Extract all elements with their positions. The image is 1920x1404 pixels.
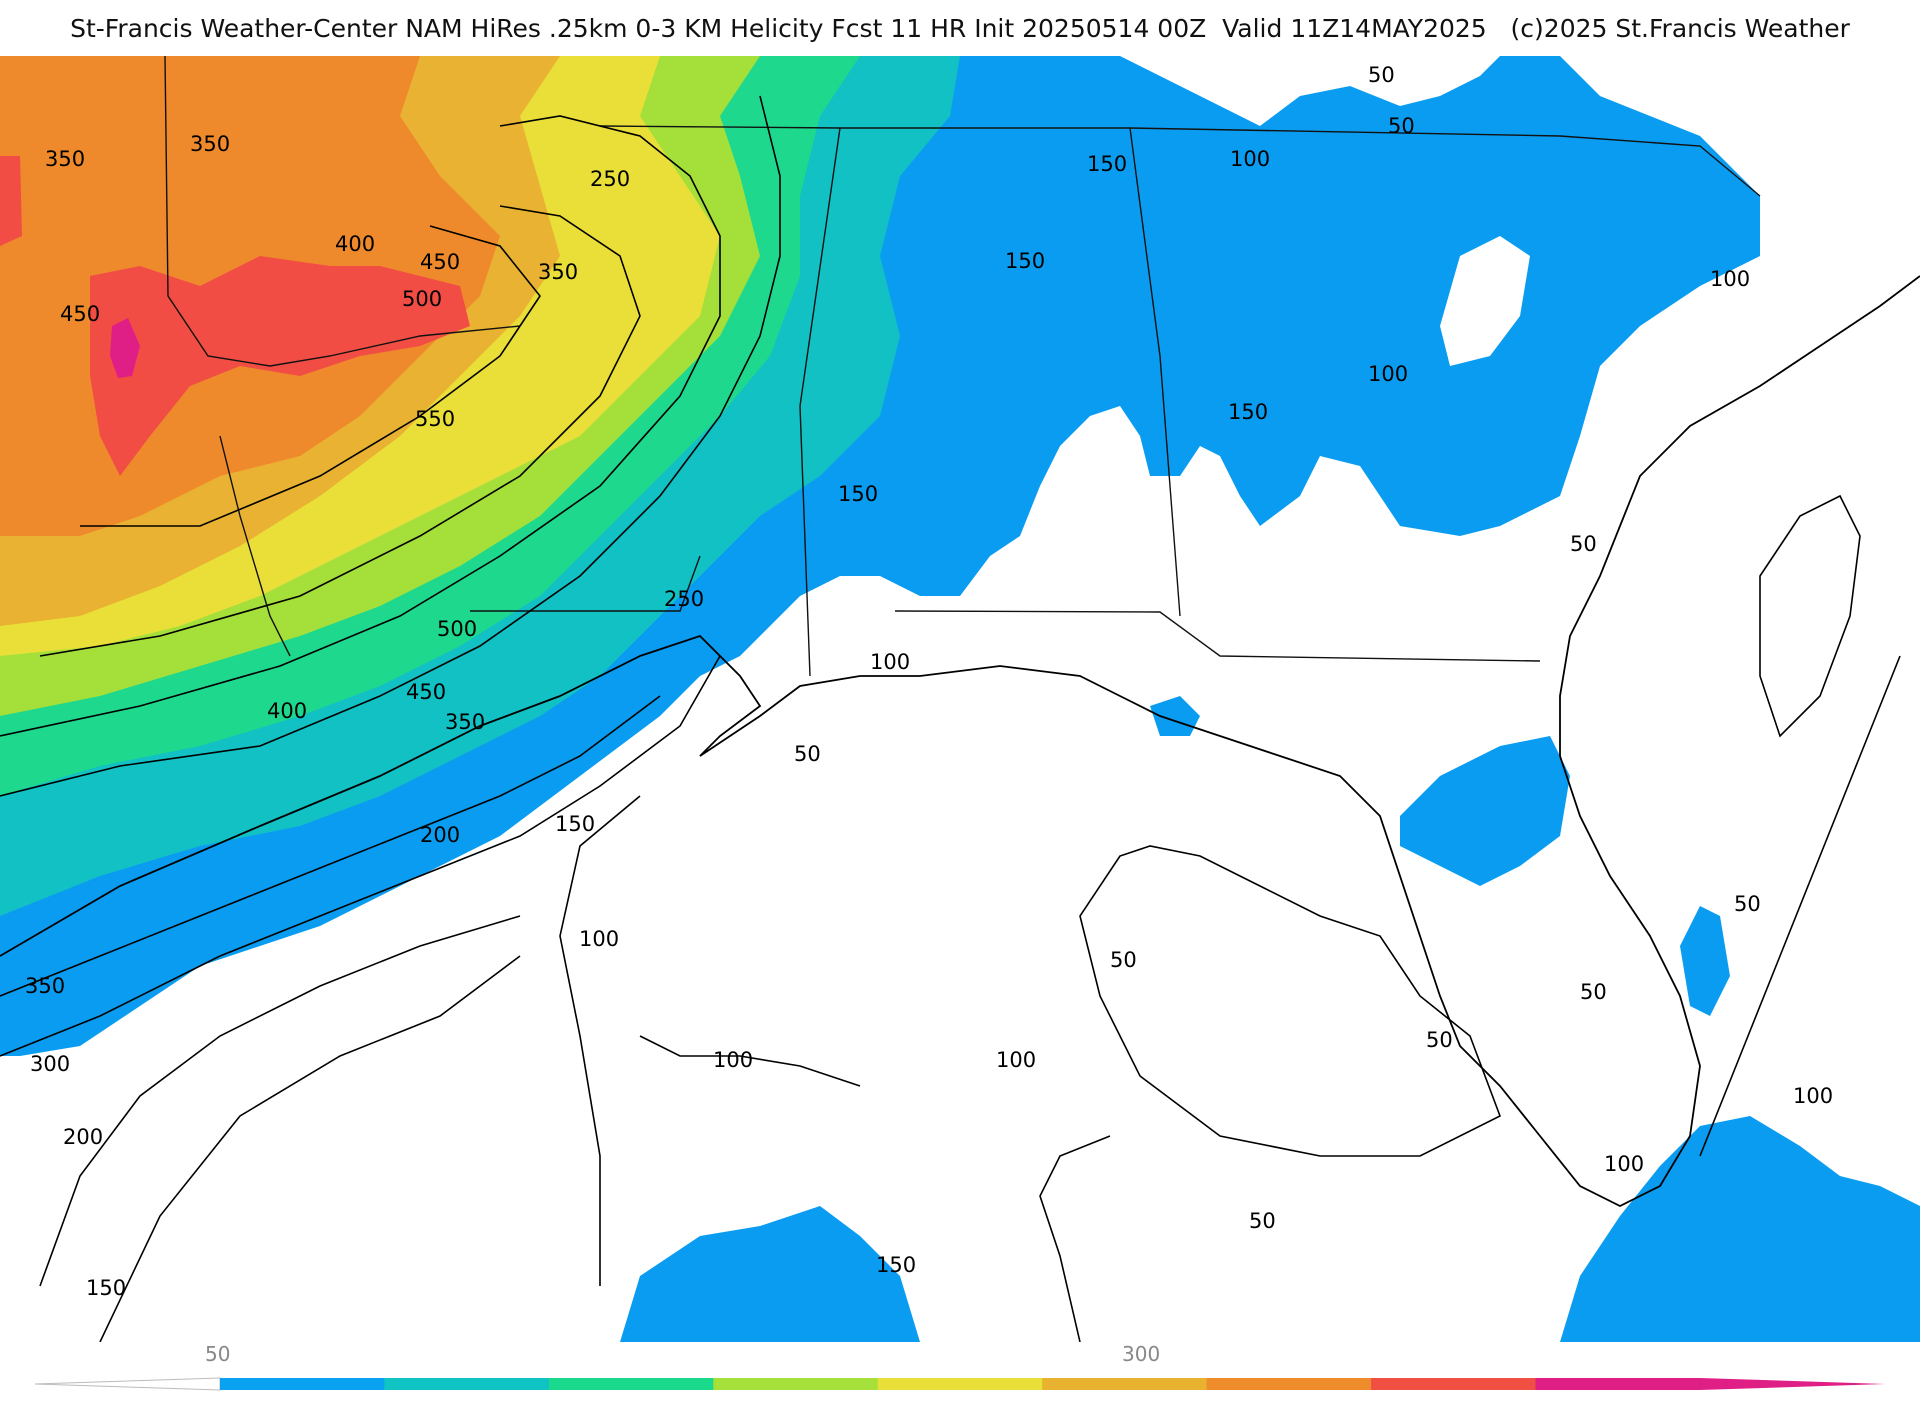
contour-label: 450 [406, 680, 446, 704]
shade-blue-atl [1680, 906, 1730, 1016]
contour-label: 350 [45, 147, 85, 171]
shade-blue-gulf [620, 1206, 920, 1342]
shade-red-west [0, 156, 22, 246]
shade-magenta [110, 318, 140, 378]
helicity-contours [0, 95, 1901, 1342]
contour-label: 150 [1005, 249, 1045, 273]
gulf-coast [0, 275, 1920, 1208]
colorbar-svg: 50 300 [34, 1342, 1885, 1391]
contour-label: 50 [1426, 1028, 1453, 1052]
contour-1 [0, 655, 721, 1057]
contour-label: 50 [1110, 948, 1137, 972]
contour-label: 150 [876, 1253, 916, 1277]
contour-label: 550 [415, 407, 455, 431]
map-title: St-Francis Weather-Center NAM HiRes .25k… [70, 13, 1850, 43]
map-canvas: 350 350 450 400 450 500 250 350 550 500 … [0, 56, 1920, 1342]
contour-label: 350 [538, 260, 578, 284]
contour-label: 400 [335, 232, 375, 256]
contour-label: 500 [402, 287, 442, 311]
contour-label: 50 [794, 742, 821, 766]
contour-2 [0, 695, 661, 997]
colorbar-segment [1371, 1378, 1537, 1390]
contour-label: 100 [713, 1048, 753, 1072]
colorbar-segment [713, 1378, 879, 1390]
contour-label: 50 [1388, 114, 1415, 138]
colorbar-segment [1206, 1378, 1372, 1390]
contour-label: 150 [555, 812, 595, 836]
contour-label: 100 [1793, 1084, 1833, 1108]
contour-label: 150 [838, 482, 878, 506]
contour-label: 300 [30, 1052, 70, 1076]
colorbar-segment [877, 1378, 1043, 1390]
contour-4 [99, 955, 521, 1342]
colorbar-segment [384, 1378, 550, 1390]
border-ms-al [799, 127, 841, 677]
coastline [0, 275, 1920, 1208]
border-ok-tx [164, 56, 521, 367]
colorbar-segment [1535, 1378, 1701, 1390]
contour-8 [80, 225, 541, 527]
contour-label: 450 [420, 250, 460, 274]
colorbar-tick-label: 50 [205, 1342, 230, 1366]
contour-label: 150 [1087, 152, 1127, 176]
contour-label: 100 [579, 927, 619, 951]
contour-label: 50 [1580, 980, 1607, 1004]
contour-labels: 350 350 450 400 450 500 250 350 550 500 … [25, 63, 1833, 1300]
contour-label: 250 [664, 587, 704, 611]
contour-11 [639, 1035, 861, 1087]
contour-3 [39, 915, 521, 1287]
border-tx-la [219, 435, 291, 657]
colorbar-right-arrow [1700, 1378, 1885, 1390]
colorbar-left-arrow [34, 1377, 221, 1391]
contour-label: 50 [1734, 892, 1761, 916]
contour-14 [1699, 655, 1901, 1157]
contour-label: 250 [590, 167, 630, 191]
contour-label: 100 [1230, 147, 1270, 171]
contour-label: 350 [190, 132, 230, 156]
colorbar-segment [1042, 1378, 1208, 1390]
contour-label: 100 [996, 1048, 1036, 1072]
contour-label: 100 [1368, 362, 1408, 386]
contour-7 [39, 205, 641, 657]
border-fl-north [894, 610, 1541, 662]
contour-12 [1039, 1135, 1111, 1342]
contour-9 [559, 795, 641, 1286]
contour-label: 150 [1228, 400, 1268, 424]
contour-label: 100 [1604, 1152, 1644, 1176]
contour-label: 500 [437, 617, 477, 641]
helicity-shading [0, 56, 1920, 1342]
shade-gap-ga [1440, 236, 1530, 366]
shade-blue-ga-coast [1400, 736, 1570, 886]
shade-blue-fl-east [1560, 1116, 1920, 1342]
border-al-ga [1129, 127, 1181, 617]
contour-label: 100 [870, 650, 910, 674]
border-tn-north [1129, 127, 1761, 197]
shade-red [90, 256, 470, 476]
contour-label: 450 [60, 302, 100, 326]
shade-gap-ne [1120, 56, 1500, 126]
contour-6 [0, 115, 721, 737]
contour-label: 350 [445, 710, 485, 734]
colorbar-segments [220, 1378, 1701, 1390]
colorbar-tick-label: 300 [1122, 1342, 1160, 1366]
colorbar: 50 300 [0, 1342, 1920, 1400]
contour-label: 50 [1570, 532, 1597, 556]
contour-label: 200 [420, 823, 460, 847]
contour-10 [1079, 845, 1502, 1157]
border-la [470, 555, 701, 612]
state-borders [164, 56, 1761, 677]
contour-label: 400 [267, 699, 307, 723]
contour-label: 200 [63, 1125, 103, 1149]
colorbar-segment [220, 1378, 385, 1390]
contour-13 [1759, 494, 1861, 738]
colorbar-segment [548, 1378, 714, 1390]
contour-label: 50 [1368, 63, 1395, 87]
contour-label: 50 [1249, 1209, 1276, 1233]
contour-label: 150 [86, 1276, 126, 1300]
contour-label: 350 [25, 974, 65, 998]
contour-label: 100 [1710, 267, 1750, 291]
helicity-map: 350 350 450 400 450 500 250 350 550 500 … [0, 56, 1920, 1342]
contour-5 [0, 95, 781, 797]
